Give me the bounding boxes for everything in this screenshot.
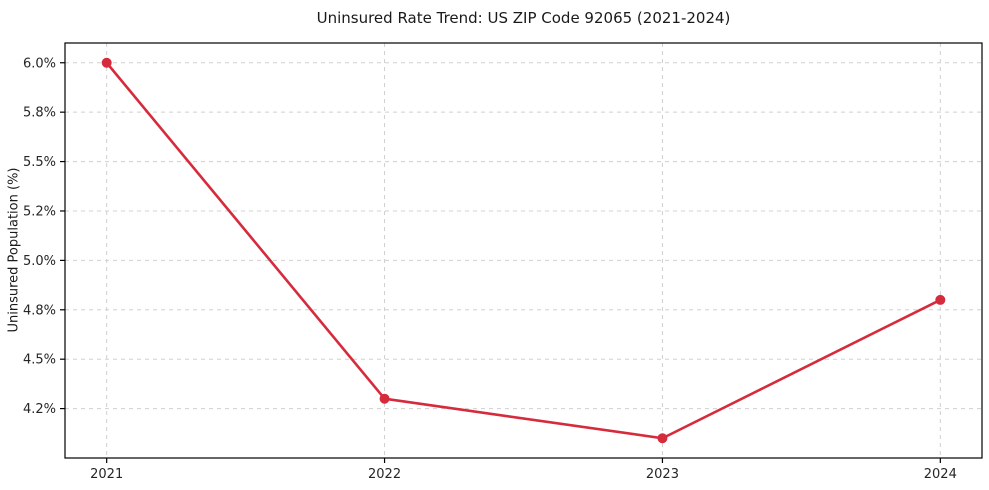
data-point-2024: [935, 294, 946, 305]
trend-line: [105, 61, 942, 440]
x-tick-label: 2022: [368, 467, 401, 482]
chart-title: Uninsured Rate Trend: US ZIP Code 92065 …: [316, 9, 731, 27]
data-point-2021: [101, 57, 112, 68]
y-tick-label: 5.2%: [23, 204, 56, 219]
y-tick-label: 4.8%: [23, 303, 56, 318]
y-tick-label: 5.0%: [23, 254, 56, 269]
y-tick-label: 5.8%: [23, 106, 56, 121]
data-point-2022: [379, 393, 390, 404]
data-point-2023: [657, 433, 668, 444]
y-tick-label: 4.5%: [23, 353, 56, 368]
x-tick-label: 2021: [90, 467, 123, 482]
y-tick-label: 6.0%: [23, 56, 56, 71]
x-tick-label: 2024: [924, 467, 957, 482]
plot-border: [64, 42, 983, 459]
y-tick-label: 4.2%: [23, 402, 56, 417]
x-tick-label: 2023: [646, 467, 679, 482]
y-tick-label: 5.5%: [23, 155, 56, 170]
